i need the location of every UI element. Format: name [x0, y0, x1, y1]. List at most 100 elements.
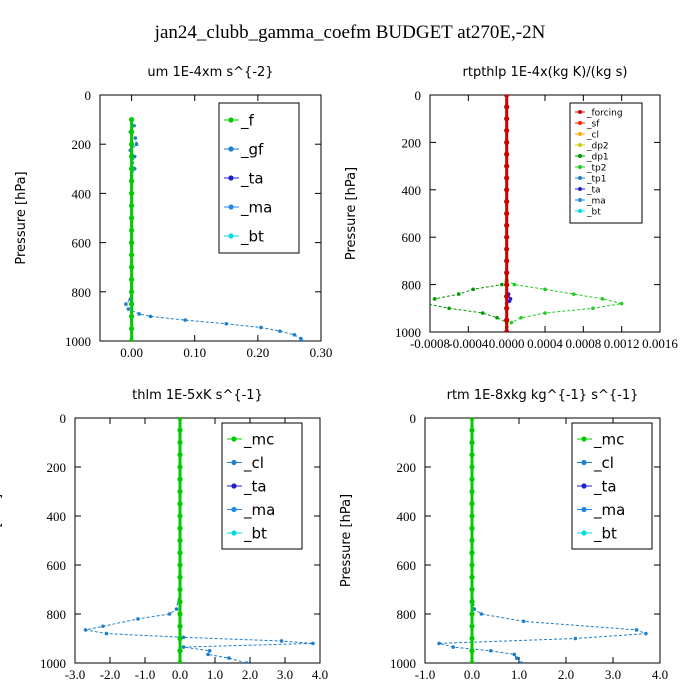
y-tick-label: 1000 [40, 656, 66, 671]
data-point-mc [469, 501, 475, 507]
x-tick-label: 2.0 [558, 667, 574, 682]
data-point-forcing [504, 151, 510, 157]
legend-label: _tp1 [586, 174, 606, 184]
data-point-forcing [504, 116, 510, 122]
legend-label: _mc [243, 431, 274, 450]
legend-marker [578, 209, 582, 213]
data-point-mc [177, 574, 183, 580]
x-tick-label: 3.0 [605, 667, 621, 682]
data-point-cl [207, 648, 212, 653]
legend-marker [578, 143, 582, 147]
data-point-dp1 [495, 315, 499, 320]
legend-marker [231, 436, 237, 442]
x-tick-label: 0.10 [183, 345, 206, 360]
legend-marker [578, 187, 582, 191]
legend-marker [228, 233, 234, 239]
y-tick-label: 0 [60, 411, 67, 426]
data-point-f [128, 313, 135, 319]
x-tick-label: 0.0012 [604, 336, 640, 351]
data-point-f [128, 203, 135, 209]
y-axis-label: Pressure [hPa] [14, 171, 29, 264]
y-tick-label: 200 [47, 460, 67, 475]
x-tick-label: -1.0 [135, 667, 156, 682]
legend-marker [228, 204, 234, 210]
data-point-forcing [504, 163, 510, 169]
plot-frame [99, 94, 322, 342]
panel-title: um 1E-4xm s^{-2} [147, 65, 273, 80]
series-group [430, 95, 624, 332]
x-tick-label: -3.0 [65, 667, 86, 682]
y-tick-label: 800 [397, 607, 417, 622]
legend: _mc _cl _ta _ma _bt [571, 422, 653, 550]
y-tick-label: 600 [72, 236, 92, 251]
x-tick-label: 1.0 [511, 667, 527, 682]
data-point-tp2 [509, 320, 514, 325]
data-point-mc [177, 525, 183, 531]
data-point-mc [469, 439, 475, 446]
data-point-gf [278, 329, 282, 333]
x-tick-label: 0.0 [464, 667, 480, 682]
legend: _mc _cl _ta _ma _bt [221, 422, 303, 550]
data-point-mc [177, 635, 183, 642]
data-point-f [128, 190, 135, 196]
legend: _forcing_sf_cl_dp2_dp1_tp2_tp1_ta_ma_bt [569, 102, 643, 224]
data-point-forcing [504, 270, 510, 276]
data-point-mc [469, 660, 475, 663]
x-tick-label: -0.0008 [410, 336, 450, 351]
data-point-cl [519, 661, 524, 663]
legend-marker [228, 146, 234, 152]
data-point-cl [573, 636, 578, 641]
data-point-mc [469, 452, 475, 458]
data-point-forcing [504, 258, 510, 264]
data-point-cl [634, 628, 639, 632]
data-point-forcing [504, 139, 510, 145]
data-point-gf [259, 325, 263, 330]
series-group [124, 117, 304, 341]
data-point-forcing [504, 175, 510, 181]
y-tick-label: 800 [72, 285, 92, 300]
data-point-forcing [504, 246, 510, 252]
data-point-f [128, 117, 135, 123]
x-tick-label: -1.0 [415, 667, 436, 682]
y-tick-label: 400 [47, 509, 67, 524]
data-point-f [128, 166, 135, 172]
legend-marker [578, 176, 582, 180]
data-point-cl [311, 641, 315, 646]
data-point-gf [134, 142, 139, 146]
legend-label: _bt [243, 525, 267, 544]
y-axis-label: Pressure [hPa] [344, 167, 359, 260]
x-tick-label: 4.0 [312, 667, 328, 682]
data-point-gf [292, 333, 297, 337]
data-point-cl [514, 656, 519, 660]
legend-marker [578, 154, 582, 158]
y-tick-label: 600 [402, 230, 422, 245]
data-point-mc [469, 464, 475, 470]
data-point-mc [469, 537, 475, 544]
legend-marker [231, 459, 237, 466]
data-point-mc [469, 550, 475, 556]
legend-marker [581, 506, 587, 513]
legend-marker [578, 121, 582, 125]
data-point-tp2 [600, 297, 605, 301]
legend-label: _ta [240, 170, 264, 189]
data-point-cl [83, 628, 88, 632]
data-point-mc [469, 648, 475, 654]
data-point-tp2 [543, 287, 547, 292]
data-point-cl [521, 619, 526, 624]
legend-label: _gf [240, 141, 264, 160]
legend-marker [231, 506, 237, 513]
data-point-forcing [504, 95, 510, 98]
data-point-mc [469, 562, 475, 568]
legend-marker [581, 483, 587, 489]
legend-label: _ma [240, 199, 272, 218]
y-tick-label: 400 [402, 183, 422, 198]
data-point-mc [177, 537, 183, 544]
x-tick-label: 0.0008 [565, 336, 601, 351]
x-tick-label: 0.20 [246, 345, 269, 360]
legend-marker [228, 117, 234, 123]
data-point-f [128, 215, 135, 221]
legend-label: _cl [586, 130, 599, 140]
data-point-mc [469, 488, 475, 495]
y-tick-label: 800 [47, 607, 67, 622]
chart-panel-3: thlm 1E-5xK s^{-1} Pressure [hPa] -3.0 -2.0… [0, 388, 328, 682]
